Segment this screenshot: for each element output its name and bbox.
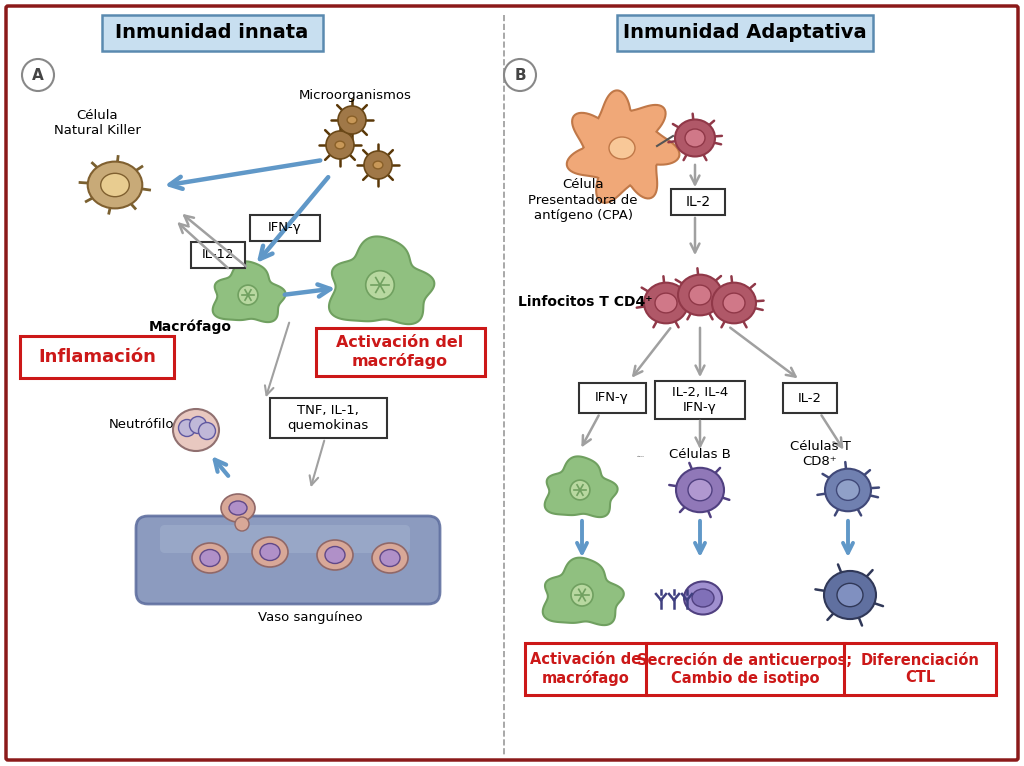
- Text: B: B: [514, 67, 525, 83]
- Ellipse shape: [178, 420, 196, 437]
- Polygon shape: [543, 558, 624, 625]
- Circle shape: [239, 285, 258, 305]
- Ellipse shape: [675, 119, 715, 156]
- FancyBboxPatch shape: [671, 189, 725, 215]
- Ellipse shape: [692, 589, 714, 607]
- FancyBboxPatch shape: [250, 215, 319, 241]
- Polygon shape: [329, 237, 434, 324]
- FancyBboxPatch shape: [102, 15, 323, 51]
- Ellipse shape: [199, 423, 215, 440]
- FancyBboxPatch shape: [316, 328, 485, 376]
- Text: IL-12: IL-12: [202, 248, 234, 261]
- Ellipse shape: [712, 283, 756, 323]
- Ellipse shape: [825, 469, 871, 511]
- Ellipse shape: [837, 480, 859, 500]
- Circle shape: [570, 480, 590, 500]
- FancyBboxPatch shape: [525, 643, 647, 695]
- Ellipse shape: [688, 480, 712, 501]
- Text: IFN-γ: IFN-γ: [268, 221, 302, 234]
- FancyBboxPatch shape: [136, 516, 440, 604]
- Text: A: A: [32, 67, 44, 83]
- Polygon shape: [213, 261, 286, 322]
- Ellipse shape: [234, 517, 249, 531]
- Ellipse shape: [644, 283, 688, 323]
- Polygon shape: [567, 90, 679, 203]
- Circle shape: [364, 151, 392, 179]
- FancyBboxPatch shape: [646, 643, 845, 695]
- Text: Activación de
macrófago: Activación de macrófago: [530, 652, 642, 686]
- Circle shape: [504, 59, 536, 91]
- FancyBboxPatch shape: [6, 6, 1018, 760]
- Ellipse shape: [723, 293, 745, 313]
- Ellipse shape: [252, 537, 288, 567]
- FancyBboxPatch shape: [160, 525, 410, 553]
- Text: Neutrófilo: Neutrófilo: [109, 418, 174, 431]
- Text: Célula
Natural Killer: Célula Natural Killer: [53, 109, 140, 137]
- FancyBboxPatch shape: [617, 15, 873, 51]
- Text: Secreción de anticuerpos;
Cambio de isotipo: Secreción de anticuerpos; Cambio de isot…: [637, 653, 853, 686]
- Text: Macrófago: Macrófago: [148, 319, 231, 334]
- Ellipse shape: [655, 293, 677, 313]
- Ellipse shape: [347, 116, 357, 124]
- Ellipse shape: [685, 129, 705, 147]
- Ellipse shape: [335, 141, 345, 149]
- Text: IFN-γ: IFN-γ: [595, 391, 629, 404]
- Ellipse shape: [193, 543, 228, 573]
- Text: IL-2, IL-4
IFN-γ: IL-2, IL-4 IFN-γ: [672, 386, 728, 414]
- Circle shape: [571, 584, 593, 606]
- Text: Microorganismos: Microorganismos: [299, 90, 412, 103]
- FancyBboxPatch shape: [269, 398, 386, 438]
- Text: Linfocitos T CD4⁺: Linfocitos T CD4⁺: [518, 295, 652, 309]
- Text: Células B: Células B: [669, 447, 731, 460]
- Ellipse shape: [200, 549, 220, 567]
- Text: Inflamación: Inflamación: [38, 348, 156, 366]
- Ellipse shape: [689, 285, 711, 305]
- Text: Vaso sanguíneo: Vaso sanguíneo: [258, 611, 362, 624]
- FancyBboxPatch shape: [191, 242, 245, 268]
- Polygon shape: [545, 457, 617, 517]
- Circle shape: [326, 131, 354, 159]
- Text: IL-2: IL-2: [685, 195, 711, 209]
- FancyBboxPatch shape: [783, 383, 837, 413]
- Ellipse shape: [189, 417, 207, 434]
- Ellipse shape: [229, 501, 247, 515]
- Ellipse shape: [678, 275, 722, 316]
- Text: Diferenciación
CTL: Diferenciación CTL: [860, 653, 979, 686]
- FancyBboxPatch shape: [844, 643, 996, 695]
- Ellipse shape: [325, 546, 345, 564]
- Ellipse shape: [380, 549, 400, 567]
- FancyBboxPatch shape: [655, 381, 745, 419]
- Ellipse shape: [221, 494, 255, 522]
- Ellipse shape: [100, 173, 129, 197]
- Text: Células B: Células B: [637, 455, 643, 457]
- Ellipse shape: [837, 583, 863, 607]
- Text: Inmunidad Adaptativa: Inmunidad Adaptativa: [624, 24, 866, 42]
- Circle shape: [366, 270, 394, 300]
- Ellipse shape: [317, 540, 353, 570]
- Text: TNF, IL-1,
quemokinas: TNF, IL-1, quemokinas: [288, 404, 369, 432]
- Ellipse shape: [824, 571, 876, 619]
- Ellipse shape: [260, 544, 280, 561]
- Ellipse shape: [684, 581, 722, 614]
- Text: Inmunidad innata: Inmunidad innata: [116, 24, 308, 42]
- Circle shape: [22, 59, 54, 91]
- FancyBboxPatch shape: [20, 336, 174, 378]
- Ellipse shape: [88, 162, 142, 208]
- Circle shape: [338, 106, 366, 134]
- Text: Activación del
macrófago: Activación del macrófago: [336, 336, 464, 368]
- Text: Células T
CD8⁺: Células T CD8⁺: [790, 440, 851, 468]
- Ellipse shape: [373, 161, 383, 169]
- FancyBboxPatch shape: [579, 383, 645, 413]
- Ellipse shape: [173, 409, 219, 451]
- Ellipse shape: [676, 468, 724, 512]
- Ellipse shape: [609, 137, 635, 159]
- Text: Célula
Presentadora de
antígeno (CPA): Célula Presentadora de antígeno (CPA): [528, 178, 638, 221]
- Text: IL-2: IL-2: [798, 391, 822, 404]
- Ellipse shape: [372, 543, 408, 573]
